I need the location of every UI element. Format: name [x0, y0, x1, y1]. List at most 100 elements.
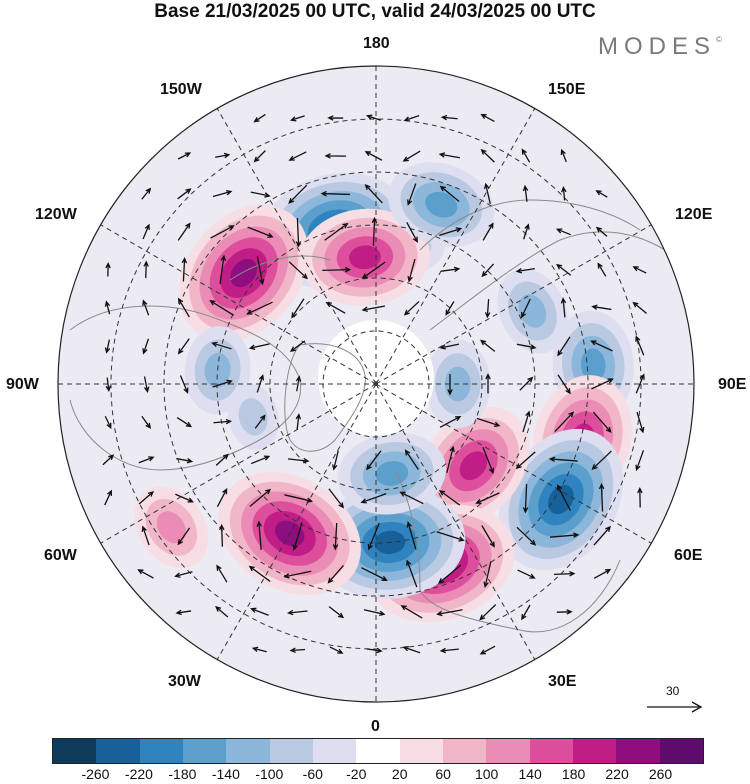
colorbar-cell	[659, 739, 703, 763]
wind-vector	[289, 340, 306, 352]
label-150w: 150W	[160, 81, 202, 98]
wind-vector	[516, 343, 537, 350]
wind-vector	[295, 413, 302, 430]
colorbar-cell	[139, 739, 183, 763]
wind-vector	[406, 559, 418, 588]
wind-vector	[632, 301, 647, 314]
label-60w: 60W	[44, 547, 77, 564]
wind-vector	[480, 148, 495, 163]
colorbar-tick-label: 220	[605, 766, 629, 782]
wind-vector	[256, 520, 262, 551]
wind-vector	[329, 646, 344, 654]
colorbar-tick-label: -260	[81, 766, 110, 782]
wind-vector	[364, 183, 383, 204]
anomaly-contour	[518, 294, 547, 328]
wind-vector	[177, 297, 190, 318]
wind-vector	[143, 376, 150, 393]
colorbar-cell	[53, 739, 97, 763]
wind-vector	[436, 609, 463, 617]
colorbar-cell	[486, 739, 530, 763]
wind-vector	[439, 185, 460, 202]
alaska-coast	[229, 255, 331, 281]
wind-vector	[555, 228, 571, 236]
wind-vector	[635, 335, 645, 356]
wind-vector	[104, 339, 111, 354]
reference-vector-arrow	[647, 701, 703, 713]
anomaly-low	[227, 383, 279, 451]
chart-title: Base 21/03/2025 00 UTC, valid 24/03/2025…	[154, 1, 596, 22]
wind-vector	[371, 216, 378, 246]
wind-vector	[219, 523, 225, 547]
wind-vector	[522, 184, 529, 202]
wind-vector	[485, 373, 491, 394]
label-150e: 150E	[548, 81, 586, 98]
colorbar-cell	[182, 739, 227, 763]
wind-vector	[141, 415, 152, 429]
wind-vector	[179, 375, 189, 394]
wind-vector	[175, 609, 192, 616]
wind-vector	[481, 263, 495, 278]
wind-vector	[288, 184, 308, 204]
wind-vector	[364, 151, 383, 161]
wind-vector	[361, 305, 386, 312]
wind-vector	[254, 414, 266, 429]
wind-vector	[436, 531, 465, 542]
wind-vector	[406, 222, 418, 243]
colorbar-tick-label: 260	[648, 766, 673, 782]
wind-vector	[402, 150, 421, 162]
wind-vector	[324, 153, 347, 159]
wind-vector	[439, 227, 463, 237]
anomaly-contour	[238, 398, 268, 436]
wind-vector	[104, 415, 112, 430]
wind-vector	[407, 258, 416, 283]
wind-vector	[548, 456, 578, 463]
wind-vector	[523, 223, 530, 240]
wind-vector	[560, 297, 567, 318]
wind-vector	[446, 445, 455, 474]
wind-vector	[105, 377, 112, 392]
wind-vector	[209, 300, 234, 316]
wind-vector	[439, 343, 460, 350]
wind-vector	[479, 645, 496, 655]
siberia-coast	[419, 199, 641, 251]
wind-vector	[407, 183, 417, 206]
wind-vector	[483, 561, 492, 588]
wind-vector	[482, 222, 494, 241]
wind-vector	[177, 222, 191, 241]
label-120e: 120E	[675, 206, 713, 223]
colorbar-tick-label: 180	[561, 766, 586, 782]
wind-vector	[437, 564, 462, 584]
wind-vector	[406, 521, 417, 550]
wind-vector	[177, 338, 190, 355]
wind-vector	[216, 564, 228, 583]
wind-vector	[595, 226, 608, 237]
wind-vector	[328, 606, 345, 619]
wind-vector	[557, 336, 571, 357]
wind-vector	[557, 484, 571, 511]
anomaly-contour	[425, 191, 458, 218]
anomaly-low	[498, 428, 624, 571]
wind-vector	[219, 254, 227, 284]
greenland-coast	[284, 343, 366, 452]
wind-vector	[556, 609, 573, 615]
colorbar-tick-label: -20	[346, 766, 367, 782]
wind-vector	[213, 418, 233, 425]
wind-vector	[553, 571, 576, 577]
wind-vector	[521, 298, 531, 319]
wind-vector	[215, 152, 231, 159]
anomaly-low	[337, 432, 447, 515]
asia-coast	[429, 231, 681, 331]
wind-vector	[177, 527, 191, 546]
wind-vector	[440, 114, 458, 121]
anomaly-high	[299, 208, 430, 306]
wind-vector	[325, 302, 346, 314]
wind-vector	[250, 191, 271, 198]
wind-vector	[253, 150, 266, 163]
wind-vector	[137, 569, 154, 579]
wind-vector	[175, 493, 194, 503]
wind-vector	[591, 304, 612, 311]
wind-vector	[211, 341, 232, 350]
wind-vector	[332, 450, 339, 471]
wind-vector	[403, 300, 420, 316]
label-30w: 30W	[168, 673, 201, 690]
